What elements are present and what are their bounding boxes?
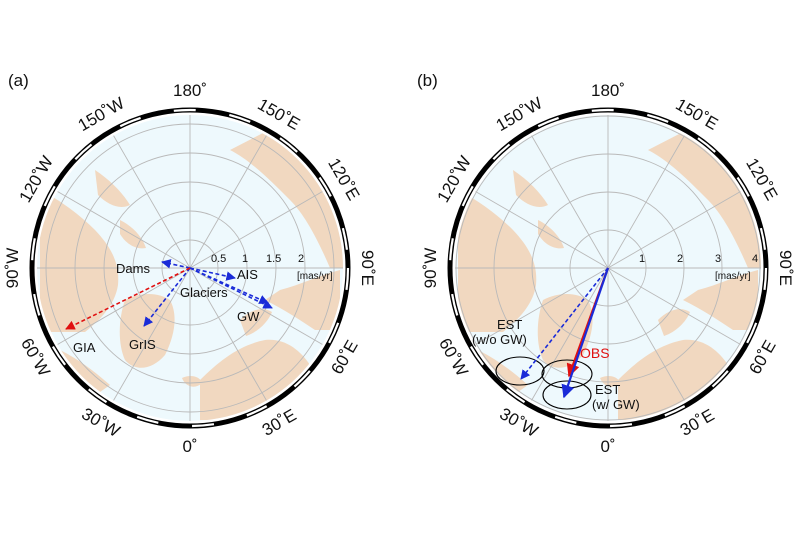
panel-b-lon-label: 90˚E [776, 250, 795, 286]
panel-a-label: (a) [8, 71, 29, 90]
label-dams: Dams [116, 261, 150, 276]
panel-a-lon-label: 90˚E [358, 250, 377, 286]
panel-b-unit: [mas/yr] [715, 271, 751, 282]
panel-a-arrows [65, 259, 273, 330]
panel-b-lon-label: 0˚ [600, 437, 615, 456]
panel-a-lon-label: 90˚W [3, 248, 22, 289]
panel-b-lon-label: 90˚W [421, 248, 440, 289]
panel-a-ring-label-3: 1.5 [266, 253, 281, 265]
panel-b-frame-ticks [448, 108, 768, 428]
arrow-gw [189, 267, 273, 309]
panel-a-unit: [mas/yr] [297, 271, 333, 282]
label-gia: GIA [73, 340, 96, 355]
label-obs: OBS [580, 345, 610, 361]
panel-a: (a) [8, 71, 351, 429]
panel-b: (b) [417, 71, 769, 429]
panel-a-lon-label: 60˚E [327, 337, 361, 378]
arrow-dams [161, 259, 191, 269]
panel-b-lon-label: 60˚E [745, 337, 779, 378]
label-glaciers: Glaciers [180, 285, 228, 300]
ellipse-est-wo-gw [495, 356, 545, 386]
label-est-w-gw-1: EST [595, 382, 620, 397]
label-est-wo-gw-2: (w/o GW) [472, 332, 527, 347]
label-est-wo-gw-1: EST [497, 317, 522, 332]
panel-a-ring-label-4: 2 [298, 253, 304, 265]
panel-a-ring-label-1: 0.5 [211, 253, 226, 265]
label-gris: GrIS [129, 337, 156, 352]
panel-a-lon-label: 30˚E [259, 405, 300, 439]
panel-b-label: (b) [417, 71, 438, 90]
panel-a-ring-label-2: 1 [242, 253, 248, 265]
panel-b-lon-label: 180˚ [591, 81, 625, 100]
panel-a-lon-label: 0˚ [182, 437, 197, 456]
label-ais: AIS [237, 267, 258, 282]
panel-b-ring-label-1: 1 [639, 253, 645, 265]
ellipse-est-w-gw [542, 380, 592, 410]
panel-b-ring-label-3: 3 [715, 253, 721, 265]
panel-b-arrows [520, 267, 610, 399]
panel-a-frame-ticks [30, 108, 350, 428]
arrow-gia [65, 267, 191, 330]
arrow-ais [189, 267, 236, 281]
panel-b-ring-label-2: 2 [677, 253, 683, 265]
arrow-gris [143, 267, 191, 327]
label-est-w-gw-2: (w/ GW) [592, 397, 640, 412]
arrow-est-w-gw [561, 267, 610, 399]
panel-b-lon-label: 30˚E [677, 405, 718, 439]
panel-b-ring-label-4: 4 [752, 253, 758, 265]
label-gw: GW [237, 309, 260, 324]
panel-a-lon-label: 180˚ [173, 81, 207, 100]
arrow-est-wo-gw [520, 267, 609, 380]
